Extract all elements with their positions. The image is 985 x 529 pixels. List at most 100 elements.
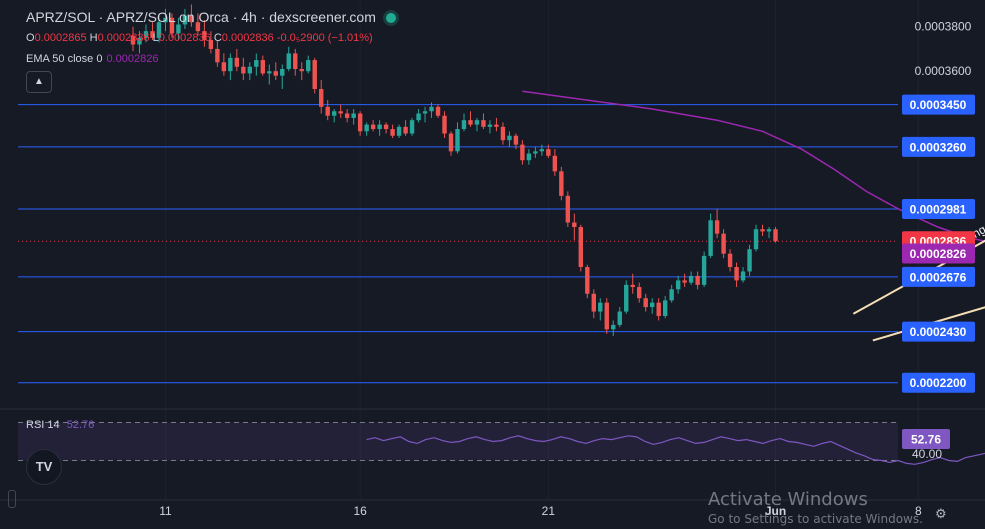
tradingview-logo[interactable]: TV <box>26 449 62 485</box>
rsi-axis-tick: 40.00 <box>912 447 942 461</box>
candle-body <box>435 106 441 116</box>
level-price-badge[interactable] <box>902 198 975 219</box>
ema-line <box>522 90 985 242</box>
candle-body <box>507 135 512 141</box>
candle-body <box>442 115 447 134</box>
candle-body <box>306 60 311 72</box>
candle-body <box>383 124 389 130</box>
candle-body <box>552 155 558 172</box>
candle-body <box>740 271 746 281</box>
candle-body <box>604 302 609 330</box>
price-axis[interactable]: 0.0003450 0.0003260 0.0002981 0.0002676 0.00… <box>902 20 975 393</box>
ohlc-low-key: L <box>152 32 159 44</box>
candle-body <box>176 24 181 34</box>
ema-legend[interactable]: EMA 50 close 0 0.0002826 <box>26 53 158 65</box>
level-price-badge[interactable] <box>902 94 975 115</box>
candle-body <box>221 62 227 72</box>
time-axis-tick: Jun <box>765 504 786 518</box>
candle-body <box>416 113 421 121</box>
level-price-badge[interactable] <box>902 372 975 393</box>
level-price-label: 0.0003260 <box>910 140 967 154</box>
candle-body <box>526 153 532 161</box>
rsi-value-badge-label: 52.76 <box>911 433 941 447</box>
candle-body <box>182 15 188 25</box>
candle-body <box>422 111 428 114</box>
candle-body <box>169 17 175 34</box>
candle-body <box>578 226 584 268</box>
candle-body <box>254 60 259 67</box>
candle-body <box>533 151 538 154</box>
candle-body <box>455 129 460 152</box>
candle-body <box>714 220 720 234</box>
candle-body <box>260 60 265 74</box>
price-axis-tick: 0.0003800 <box>915 20 972 34</box>
candle-body <box>494 124 499 127</box>
rsi-legend[interactable]: RSI 14 52.76 <box>26 419 94 431</box>
candle-body <box>377 124 382 130</box>
candle-body <box>617 311 622 325</box>
gear-icon[interactable]: ⚙ <box>935 506 947 521</box>
candle-body <box>150 31 155 38</box>
candle-body <box>520 144 525 161</box>
candle-body <box>344 113 350 118</box>
level-price-label: 0.0003450 <box>910 98 967 112</box>
candle-body <box>539 149 545 152</box>
level-price-label: 0.0002430 <box>910 325 967 339</box>
time-axis[interactable]: 111621Jun81524 <box>0 499 985 518</box>
time-axis-tick: 16 <box>353 504 367 518</box>
candle-body <box>474 120 480 125</box>
candle-body <box>137 37 142 45</box>
level-price-badge[interactable] <box>902 266 975 287</box>
time-axis-tick: 21 <box>542 504 556 518</box>
candle-body <box>766 229 772 232</box>
candle-body <box>396 126 402 136</box>
ohlc-open-value: 0.0002865 <box>34 32 87 44</box>
candle-body <box>487 124 493 127</box>
candle-body <box>403 126 408 134</box>
candle-body <box>572 222 577 227</box>
candle-body <box>468 120 473 125</box>
candle-body <box>273 71 278 76</box>
candle-body <box>448 133 454 152</box>
candle-body <box>208 40 214 49</box>
rsi-line <box>366 435 985 465</box>
level-price-badge[interactable] <box>902 321 975 342</box>
candle-body <box>760 229 765 232</box>
level-price-badge[interactable] <box>902 136 975 157</box>
candle-body <box>611 324 616 330</box>
ohlc-close-key: C <box>213 32 222 44</box>
scroll-handle-icon[interactable] <box>8 490 16 508</box>
ema-price-badge[interactable] <box>902 243 975 264</box>
level-price-label: 0.0002676 <box>910 270 967 284</box>
candle-body <box>163 17 168 23</box>
collapse-legend-button[interactable]: ▲ <box>26 71 52 93</box>
rsi-legend-value: 52.76 <box>66 419 95 431</box>
candle-body <box>409 120 415 134</box>
candle-body <box>156 22 162 38</box>
candle-body <box>734 267 739 281</box>
ohlc-change-value: -0.0₅2900 (−1.01%) <box>276 32 373 44</box>
level-price-label: 0.0002981 <box>910 202 967 216</box>
chart-title: APRZ/SOL · APRZ/SOL on Orca · 4h · dexsc… <box>26 9 376 25</box>
candle-body <box>591 293 596 312</box>
candle-body <box>338 111 343 114</box>
horizontal-levels[interactable] <box>18 104 898 384</box>
candle-body <box>241 66 246 74</box>
time-axis-tick: 11 <box>159 504 172 518</box>
candle-body <box>390 129 395 136</box>
candle-body <box>565 195 571 223</box>
candle-body <box>747 249 752 272</box>
candle-body <box>650 302 655 308</box>
candle-body <box>370 124 376 130</box>
candle-body <box>727 253 733 268</box>
candles <box>130 4 778 337</box>
ema-legend-label: EMA 50 close 0 <box>26 53 103 65</box>
candle-body <box>630 284 635 288</box>
candle-body <box>228 57 233 72</box>
candle-body <box>637 287 642 299</box>
candle-body <box>500 126 506 141</box>
rsi-value-badge[interactable] <box>902 429 950 449</box>
ema-price-label: 0.0002826 <box>910 247 967 261</box>
